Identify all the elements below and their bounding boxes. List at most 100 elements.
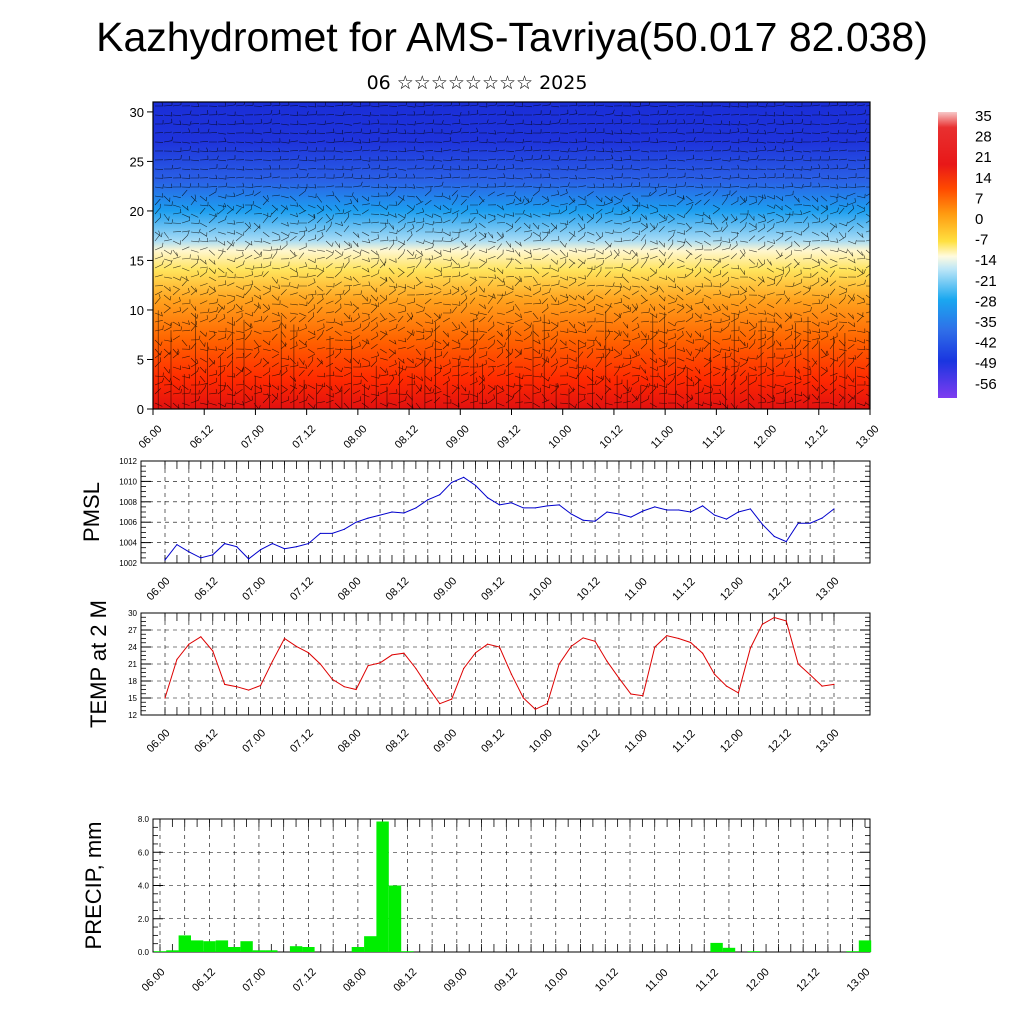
pmsl-point <box>701 505 704 507</box>
pmsl-point <box>785 540 787 543</box>
pmsl-point <box>224 543 226 545</box>
precip-bar <box>289 946 303 952</box>
y-tick-label: 1006 <box>119 518 137 527</box>
x-tick-label: 08.00 <box>341 423 369 451</box>
temp-point <box>307 652 309 654</box>
y-tick-label: 15 <box>130 253 144 268</box>
y-axis-title: TEMP at 2 M <box>86 600 111 728</box>
pmsl-point <box>439 494 441 496</box>
colorbar-label: -28 <box>975 293 997 310</box>
temp-point <box>427 686 429 688</box>
temp-point <box>415 667 417 670</box>
y-tick-label: 30 <box>130 105 144 120</box>
temp-point <box>666 635 668 637</box>
x-tick-label: 11.00 <box>649 424 676 451</box>
temp-point <box>594 640 596 642</box>
x-tick-label: 13.00 <box>814 727 842 755</box>
chart-subtitle: 06 ☆☆☆☆☆☆☆☆ 2025 <box>366 72 588 94</box>
temp-point <box>582 637 584 639</box>
temp-point <box>498 646 501 648</box>
temp-point <box>809 674 811 676</box>
temp-point <box>534 708 536 710</box>
y-tick-label: 2.0 <box>138 915 150 924</box>
cross-section-panel: 0 5 10 15 20 25 30 06.00 06.12 07.00 07.12 08.00 08.… <box>130 101 882 451</box>
pmsl-point <box>833 508 835 510</box>
colorbar-label: -56 <box>975 376 997 393</box>
pmsl-point <box>725 518 728 520</box>
precip-bar <box>364 936 377 952</box>
temp-point <box>319 663 321 665</box>
temp-point <box>797 663 799 665</box>
pmsl-point <box>630 516 632 518</box>
x-tick-label: 10.12 <box>575 727 603 755</box>
precip-bar <box>351 947 365 952</box>
temp-point <box>678 637 680 640</box>
temp-point <box>570 645 572 648</box>
x-tick-label: 07.12 <box>291 966 319 994</box>
precip-bar <box>240 941 253 952</box>
pmsl-point <box>271 543 274 545</box>
y-tick-label: 20 <box>130 204 144 219</box>
temp-point <box>295 645 298 648</box>
y-tick-label: 10 <box>130 303 144 318</box>
temp-point <box>486 643 489 645</box>
colorbar-label: -21 <box>975 273 997 290</box>
y-tick-label: 0 <box>137 402 144 417</box>
temp-point <box>475 652 477 654</box>
temp-point <box>773 616 775 619</box>
precip-bar <box>153 951 167 952</box>
pmsl-point <box>236 546 238 548</box>
temp-point <box>785 620 787 622</box>
pmsl-point <box>212 554 214 556</box>
temp-point <box>283 637 286 640</box>
pmsl-point <box>737 511 740 513</box>
x-tick-label: 09.00 <box>431 575 459 603</box>
temp-point <box>367 665 369 667</box>
wind-barbs <box>154 102 870 409</box>
temp-point <box>725 685 728 687</box>
pmsl-point <box>403 512 405 514</box>
x-tick-label: 07.12 <box>290 423 318 451</box>
pmsl-point <box>319 532 321 535</box>
pmsl-point <box>355 521 357 523</box>
y-tick-label: 15 <box>128 694 137 703</box>
pmsl-point <box>582 519 584 521</box>
pmsl-point <box>379 514 381 516</box>
x-tick-label: 10.00 <box>527 727 555 755</box>
pmsl-point <box>486 497 489 499</box>
x-tick-label: 06.12 <box>192 727 220 755</box>
precip-bar <box>203 941 216 952</box>
temp-point <box>558 663 560 665</box>
temp-point <box>701 652 704 654</box>
colorbar: 35 28 21 14 7 0 -7 -14 -21 -28 -35 -42 -49 -56 <box>938 108 997 398</box>
temp-point <box>331 678 333 680</box>
pmsl-point <box>343 528 345 530</box>
temp-point <box>188 643 190 645</box>
pmsl-point <box>510 502 513 504</box>
pmsl-point <box>654 506 656 508</box>
y-axis-title: PRECIP, mm <box>81 822 106 950</box>
temp-point <box>642 695 644 697</box>
x-tick-label: 07.12 <box>288 575 316 603</box>
x-tick-label: 12.12 <box>802 423 830 451</box>
precip-bar <box>722 947 736 952</box>
x-tick-label: 09.00 <box>442 966 470 994</box>
precip-bar <box>401 951 414 952</box>
pmsl-point <box>690 511 692 513</box>
x-tick-label: 06.00 <box>145 727 173 755</box>
pmsl-point <box>666 509 668 511</box>
x-tick-label: 12.00 <box>718 575 746 603</box>
pmsl-point <box>618 513 620 515</box>
x-tick-label: 09.12 <box>495 423 523 451</box>
pmsl-point <box>331 532 333 535</box>
precip-bar <box>265 950 278 952</box>
temp-point <box>833 683 835 686</box>
y-tick-label: 8.0 <box>138 815 150 824</box>
temp-point <box>463 667 465 670</box>
colorbar-label: 7 <box>975 190 983 207</box>
y-tick-label: 5 <box>137 352 144 367</box>
precip-bar <box>747 951 760 952</box>
pmsl-point <box>713 514 716 516</box>
temp-point <box>355 688 357 691</box>
